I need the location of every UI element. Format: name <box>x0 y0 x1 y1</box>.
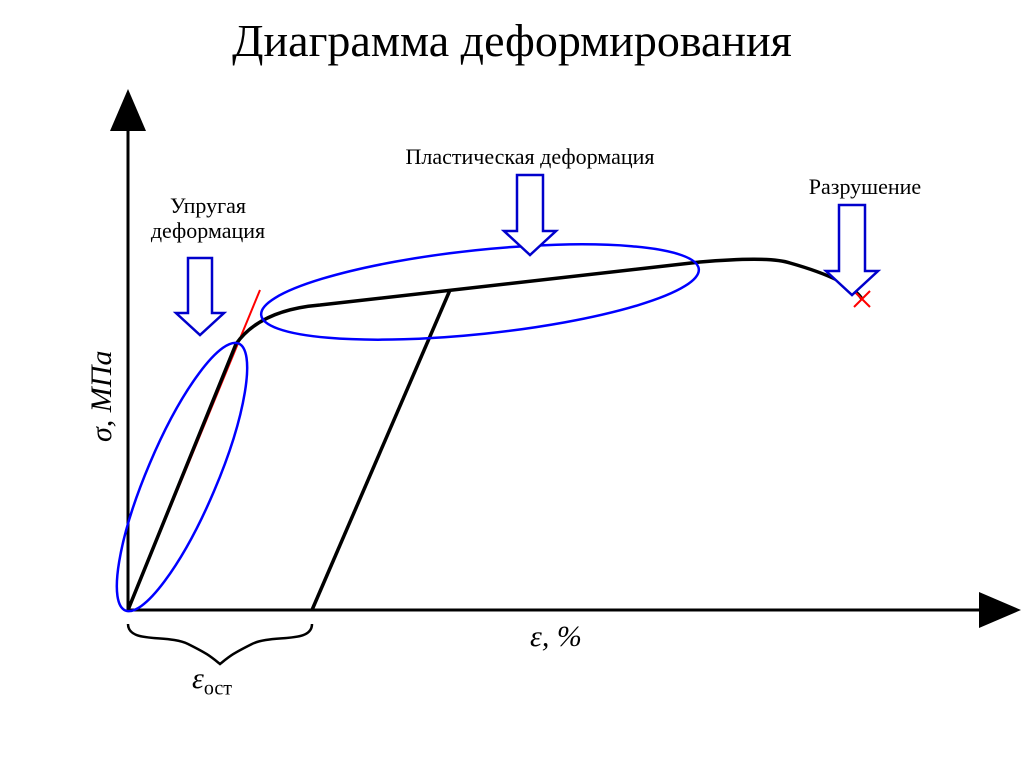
fracture-x-icon <box>854 291 870 307</box>
eps-ost-label: εост <box>192 662 232 701</box>
callout-arrow-elastic <box>176 258 224 335</box>
label-plastic: Пластическая деформация <box>360 144 700 169</box>
eps-ost-brace <box>128 624 312 664</box>
label-elastic: Упругаядеформация <box>138 193 278 244</box>
y-axis-label: σ, МПа <box>85 351 119 442</box>
callout-arrow-fracture <box>826 205 878 295</box>
plastic-ellipse <box>257 227 703 357</box>
label-fracture: Разрушение <box>770 174 960 199</box>
callout-arrow-plastic <box>504 175 556 255</box>
stress-strain-curve <box>128 259 862 610</box>
diagram-svg <box>0 0 1024 767</box>
x-axis-label: ε, % <box>530 620 582 654</box>
